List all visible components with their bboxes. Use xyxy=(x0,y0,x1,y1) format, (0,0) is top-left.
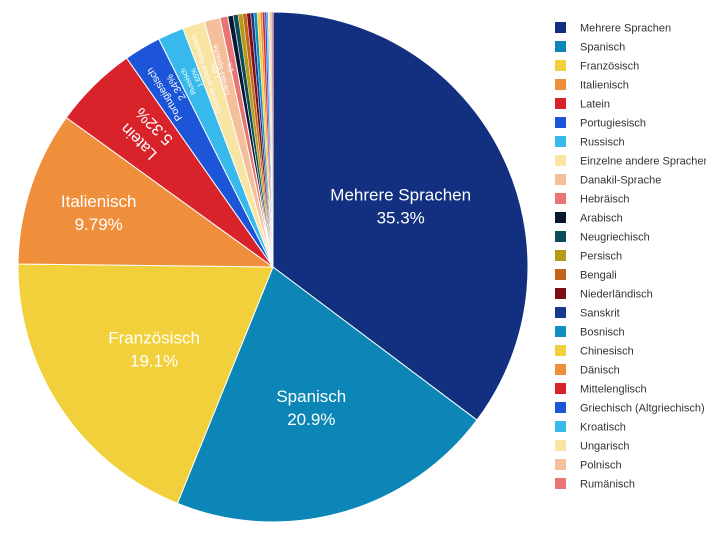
legend-label-persisch[interactable]: Persisch xyxy=(580,251,622,263)
legend-swatch-spanisch[interactable] xyxy=(555,41,566,52)
legend-label-chinesisch[interactable]: Chinesisch xyxy=(580,346,634,358)
legend-label-neugriechisch[interactable]: Neugriechisch xyxy=(580,232,650,244)
legend-label-portugiesisch[interactable]: Portugiesisch xyxy=(580,118,646,130)
legend-swatch-griechisch-altgriechisch[interactable] xyxy=(555,402,566,413)
legend-label-rumanisch[interactable]: Rumänisch xyxy=(580,479,635,491)
legend-label-italienisch[interactable]: Italienisch xyxy=(580,80,629,92)
pie-slices xyxy=(17,11,529,523)
legend-swatch-franzosisch[interactable] xyxy=(555,60,566,71)
legend-swatch-arabisch[interactable] xyxy=(555,212,566,223)
legend-swatch-danisch[interactable] xyxy=(555,364,566,375)
legend: Mehrere Sprachen Spanisch Französisch Itali… xyxy=(555,22,706,491)
legend-label-griechisch-altgriechisch[interactable]: Griechisch (Altgriechisch) xyxy=(580,403,705,415)
legend-swatch-rumanisch[interactable] xyxy=(555,478,566,489)
slice-italienisch[interactable] xyxy=(17,116,275,268)
legend-label-bengali[interactable]: Bengali xyxy=(580,270,617,282)
slice-franzosisch[interactable] xyxy=(17,263,274,505)
legend-swatch-ungarisch[interactable] xyxy=(555,440,566,451)
legend-swatch-italienisch[interactable] xyxy=(555,79,566,90)
slice-label-mehrere-sprachen: Mehrere Sprachen 35.3% xyxy=(330,186,471,228)
legend-label-arabisch[interactable]: Arabisch xyxy=(580,213,623,225)
legend-swatch-mittelenglisch[interactable] xyxy=(555,383,566,394)
legend-label-niederlandisch[interactable]: Niederländisch xyxy=(580,289,653,301)
legend-label-franzosisch[interactable]: Französisch xyxy=(580,61,639,73)
legend-swatch-russisch[interactable] xyxy=(555,136,566,147)
legend-label-mittelenglisch[interactable]: Mittelenglisch xyxy=(580,384,647,396)
legend-label-danisch[interactable]: Dänisch xyxy=(580,365,620,377)
slice-mehrere-sprachen[interactable] xyxy=(272,11,529,421)
slice-label-franzosisch: Französisch 19.1% xyxy=(108,329,200,371)
legend-swatch-mehrere-sprachen[interactable] xyxy=(555,22,566,33)
legend-label-sanskrit[interactable]: Sanskrit xyxy=(580,308,620,320)
legend-swatch-hebraisch[interactable] xyxy=(555,193,566,204)
legend-label-mehrere-sprachen[interactable]: Mehrere Sprachen xyxy=(580,23,671,35)
legend-swatch-bosnisch[interactable] xyxy=(555,326,566,337)
slice-rumanisch[interactable] xyxy=(271,11,274,268)
legend-swatch-polnisch[interactable] xyxy=(555,459,566,470)
legend-label-polnisch[interactable]: Polnisch xyxy=(580,460,622,472)
legend-swatch-niederlandisch[interactable] xyxy=(555,288,566,299)
legend-swatch-neugriechisch[interactable] xyxy=(555,231,566,242)
legend-swatch-portugiesisch[interactable] xyxy=(555,117,566,128)
legend-swatch-latein[interactable] xyxy=(555,98,566,109)
legend-swatch-bengali[interactable] xyxy=(555,269,566,280)
legend-label-danakil-sprache[interactable]: Danakil-Sprache xyxy=(580,175,661,187)
legend-swatch-sanskrit[interactable] xyxy=(555,307,566,318)
legend-swatch-kroatisch[interactable] xyxy=(555,421,566,432)
legend-label-kroatisch[interactable]: Kroatisch xyxy=(580,422,626,434)
slice-label-italienisch: Italienisch 9.79% xyxy=(61,192,137,234)
legend-swatch-danakil-sprache[interactable] xyxy=(555,174,566,185)
legend-label-bosnisch[interactable]: Bosnisch xyxy=(580,327,625,339)
legend-label-latein[interactable]: Latein xyxy=(580,99,610,111)
legend-label-ungarisch[interactable]: Ungarisch xyxy=(580,441,630,453)
legend-label-hebraisch[interactable]: Hebräisch xyxy=(580,194,630,206)
legend-label-einzelne-andere-sprachen[interactable]: Einzelne andere Sprachen xyxy=(580,156,706,168)
slice-spanisch[interactable] xyxy=(176,266,478,523)
legend-swatch-einzelne-andere-sprachen[interactable] xyxy=(555,155,566,166)
legend-label-spanisch[interactable]: Spanisch xyxy=(580,42,625,54)
legend-label-russisch[interactable]: Russisch xyxy=(580,137,625,149)
legend-swatch-persisch[interactable] xyxy=(555,250,566,261)
legend-swatch-chinesisch[interactable] xyxy=(555,345,566,356)
slice-label-spanisch: Spanisch 20.9% xyxy=(276,387,346,429)
